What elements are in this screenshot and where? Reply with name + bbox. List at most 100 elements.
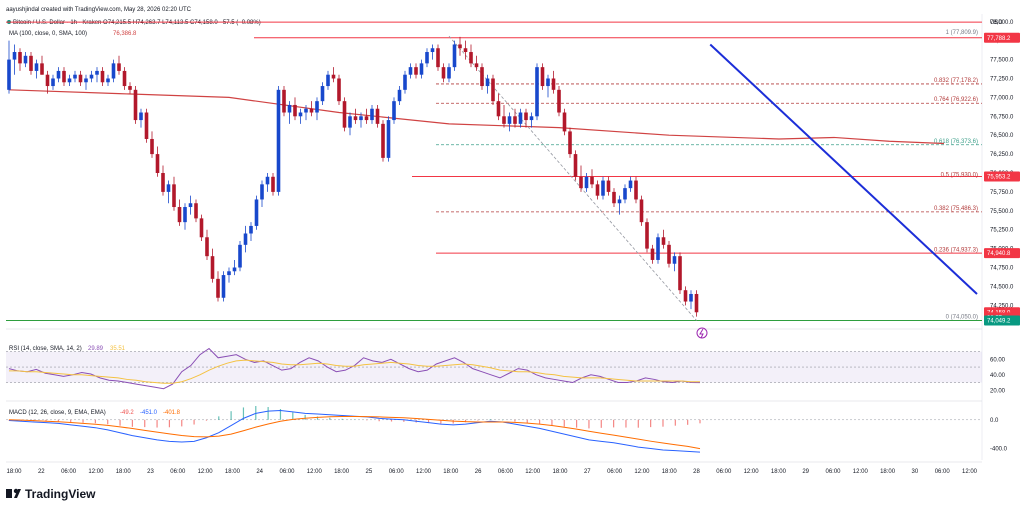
- candle-body: [254, 199, 259, 226]
- time-tick-label: 25: [366, 469, 373, 475]
- rsi-title: RSI (14, close, SMA, 14, 2): [9, 346, 82, 352]
- candle: [309, 101, 314, 117]
- candle-body: [161, 173, 165, 192]
- macd-histogram-bar: [82, 419, 84, 423]
- macd-histogram-bar: [526, 419, 528, 423]
- candle: [232, 259, 237, 276]
- rsi-line: [8, 347, 701, 390]
- candle-body: [73, 74, 77, 79]
- candle-body: [23, 55, 28, 64]
- price-tick-label: 77,000.0: [990, 95, 1014, 101]
- time-tick-label: 18:00: [334, 469, 350, 475]
- macd-histogram-bar: [131, 419, 133, 427]
- candle: [276, 86, 281, 196]
- candle-body: [238, 244, 242, 268]
- candle-body: [62, 70, 66, 83]
- macd-histogram-bar: [94, 419, 96, 424]
- candle: [144, 108, 149, 143]
- candle-body: [370, 108, 374, 121]
- candle-body: [491, 78, 495, 102]
- candle: [491, 74, 495, 105]
- macd-histogram-bar: [613, 419, 615, 428]
- candle-body: [84, 78, 88, 83]
- price-tick-label: 75,500.0: [990, 209, 1014, 215]
- candle: [612, 188, 616, 208]
- candle: [606, 176, 611, 196]
- candle-body: [337, 78, 341, 102]
- candle: [436, 44, 440, 71]
- macd-pane[interactable]: 0.0 -400.0 MACD (12, 26, close, 9, EMA, EM…: [6, 406, 1008, 453]
- candle: [122, 67, 127, 90]
- candle: [155, 146, 160, 177]
- candle: [513, 108, 517, 128]
- candle: [634, 176, 638, 204]
- price-tick-label: 77,500.0: [990, 58, 1014, 64]
- candle-body: [320, 86, 325, 102]
- candle-body: [408, 67, 413, 75]
- candle-body: [353, 116, 358, 121]
- candle: [78, 70, 83, 87]
- candle: [590, 169, 594, 189]
- candle-body: [650, 248, 655, 260]
- candle-body: [56, 70, 61, 79]
- fib-level-label: 0.832 (77,178.2): [934, 78, 978, 84]
- time-tick-label: 18:00: [662, 469, 678, 475]
- candle: [485, 74, 490, 94]
- price-tick-label: 75,250.0: [990, 228, 1014, 234]
- macd-histogram-bar: [304, 414, 306, 420]
- time-tick-label: 12:00: [853, 469, 869, 475]
- macd-histogram-bar: [403, 419, 405, 422]
- macd-histogram-bar: [70, 419, 72, 423]
- candle: [403, 70, 407, 94]
- price-pane[interactable]: 78,000.077,750.077,500.077,250.077,000.0…: [6, 14, 1020, 460]
- candle-body: [282, 89, 286, 113]
- time-tick-label: 12:00: [962, 469, 978, 475]
- macd-histogram-bar: [378, 419, 380, 422]
- rsi-pane[interactable]: 60.00 40.00 20.00 RSI (14, close, SMA, 14, …: [6, 346, 1006, 402]
- candle-body: [67, 78, 72, 83]
- candle-body: [315, 101, 319, 113]
- macd-histogram-bar: [563, 419, 565, 427]
- candle-body: [326, 74, 330, 87]
- candle: [370, 104, 374, 124]
- time-tick-label: 12:00: [88, 469, 104, 475]
- time-tick-label: 12:00: [744, 469, 760, 475]
- candle-body: [216, 278, 220, 298]
- time-tick-label: 12:00: [416, 469, 432, 475]
- candle-body: [150, 138, 154, 155]
- candle: [293, 97, 297, 121]
- macd-histogram-bar: [662, 419, 664, 427]
- macd-histogram-bar: [551, 419, 553, 426]
- candle-body: [298, 112, 303, 117]
- candle: [67, 74, 72, 87]
- candle: [667, 241, 671, 268]
- candle: [518, 108, 523, 128]
- candle-body: [364, 116, 369, 121]
- candle-body: [436, 48, 440, 68]
- price-tick-label: 75,750.0: [990, 190, 1014, 196]
- fib-level-label: 0.764 (76,922.6): [934, 97, 978, 103]
- candle-body: [188, 203, 193, 208]
- macd-histogram-bar: [341, 418, 343, 420]
- candle-body: [89, 74, 94, 79]
- fib-level-label: 0 (74,050.0): [946, 314, 978, 320]
- macd-histogram-bar: [600, 419, 602, 428]
- candle-body: [331, 74, 336, 79]
- macd-histogram-bar: [699, 419, 701, 424]
- candle-body: [590, 176, 594, 185]
- candle: [469, 44, 473, 68]
- macd-histogram-bar: [57, 419, 59, 422]
- macd-histogram-bar: [637, 419, 639, 428]
- time-axis[interactable]: 18:00 22 06:00 12:00 18:00 23 06:00 12:00 18:00 2…: [6, 461, 982, 475]
- macd-histogram-bar: [452, 419, 454, 424]
- time-tick-label: 06:00: [607, 469, 623, 475]
- price-axis-tag: [984, 32, 1020, 43]
- candle: [216, 271, 220, 302]
- candle: [617, 195, 622, 215]
- candle-body: [474, 63, 479, 68]
- candle-body: [414, 67, 418, 75]
- time-tick-label: 24: [256, 469, 263, 475]
- macd-histogram-bar: [119, 419, 121, 426]
- candle: [150, 131, 154, 158]
- candle-body: [447, 67, 451, 79]
